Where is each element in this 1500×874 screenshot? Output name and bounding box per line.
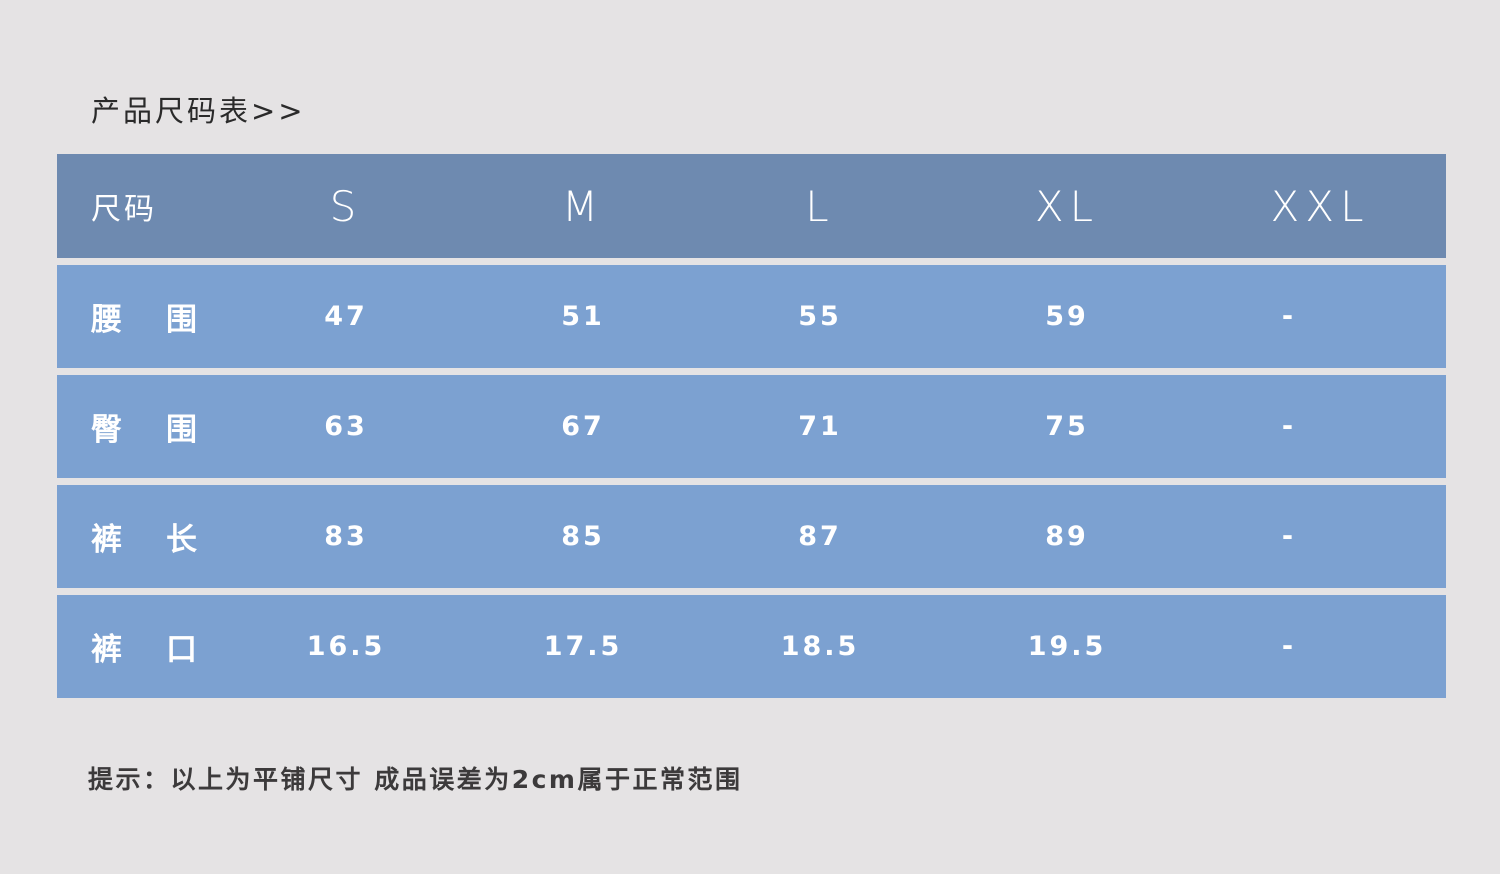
note-text: 提示：以上为平铺尺寸 成品误差为2cm属于正常范围 (88, 765, 743, 794)
table-cell: 83 (324, 521, 368, 552)
table-cell: - (1281, 301, 1297, 332)
table-cell: - (1281, 631, 1297, 662)
table-cell: 19.5 (1027, 631, 1107, 662)
table-cell: 89 (1045, 521, 1089, 552)
size-xl: XL (1034, 181, 1100, 231)
table-cell: 18.5 (780, 631, 860, 662)
row-label-a: 裤 (91, 522, 122, 558)
row-label: 腰围 (91, 265, 197, 368)
header-label: 尺码 (91, 192, 157, 227)
table-header: 尺码 S M L XL XXL (57, 154, 1446, 258)
table-row: 腰围 47 51 55 59- (57, 265, 1446, 368)
table-cell: 59 (1045, 301, 1089, 332)
table-cell: 71 (798, 411, 842, 442)
row-label-b: 围 (166, 302, 197, 338)
row-label-b: 围 (166, 412, 197, 448)
table-row: 裤长 83 85 87 89- (57, 485, 1446, 588)
table-cell: 47 (324, 301, 368, 332)
table-cell: 17.5 (543, 631, 623, 662)
table-cell: 87 (798, 521, 842, 552)
size-xxl: XXL (1270, 181, 1370, 231)
table-cell: - (1281, 411, 1297, 442)
table-cell: 67 (561, 411, 605, 442)
row-label-b: 长 (166, 522, 197, 558)
row-label: 裤口 (91, 595, 197, 698)
table-row: 臀围 63 67 71 75- (57, 375, 1446, 478)
size-l: L (805, 181, 835, 231)
row-label-a: 裤 (91, 632, 122, 668)
page-title: 产品尺码表>> (91, 94, 306, 128)
table-cell: 85 (561, 521, 605, 552)
row-label: 裤长 (91, 485, 197, 588)
table-cell: 16.5 (306, 631, 386, 662)
table-cell: 63 (324, 411, 368, 442)
row-label-a: 腰 (91, 302, 122, 338)
table-cell: - (1281, 521, 1297, 552)
size-s: S (329, 181, 363, 231)
row-label-b: 口 (166, 632, 197, 668)
row-label: 臀围 (91, 375, 197, 478)
table-row: 裤口 16.5 17.5 18.5 19.5- (57, 595, 1446, 698)
table-cell: 75 (1045, 411, 1089, 442)
size-m: M (561, 181, 605, 231)
row-label-a: 臀 (91, 412, 122, 448)
table-cell: 55 (798, 301, 842, 332)
table-cell: 51 (561, 301, 605, 332)
